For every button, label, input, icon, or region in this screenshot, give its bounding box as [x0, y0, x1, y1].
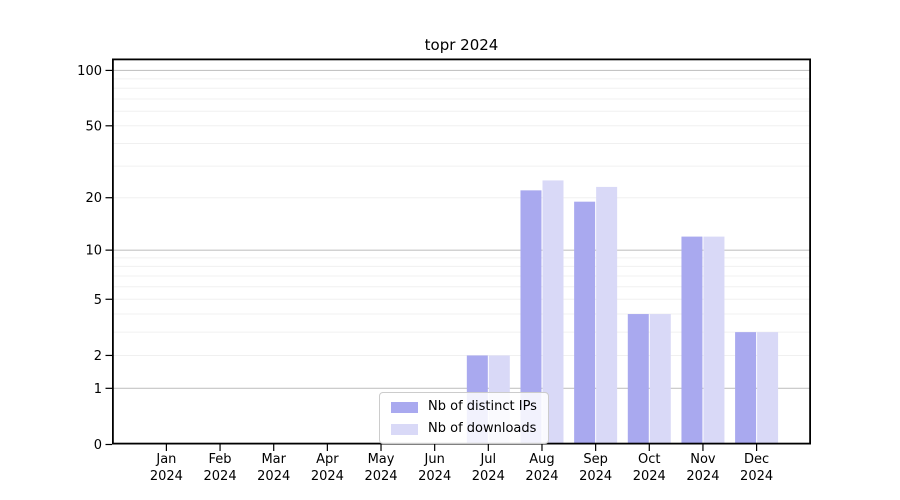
x-tick-label-year: 2024	[579, 469, 612, 484]
y-tick-label: 0	[94, 438, 102, 453]
bar-downloads	[596, 186, 618, 445]
x-tick-label-month: Jan	[155, 452, 176, 467]
x-tick-label-year: 2024	[633, 469, 666, 484]
x-tick-label-year: 2024	[364, 469, 397, 484]
bar-downloads	[703, 236, 725, 445]
bar-downloads	[542, 180, 564, 445]
x-tick-label-year: 2024	[686, 469, 719, 484]
x-tick-label-year: 2024	[204, 469, 237, 484]
bar-distinct-ips	[735, 332, 757, 445]
y-tick-label: 10	[85, 244, 102, 259]
x-tick-label-year: 2024	[150, 469, 183, 484]
bar-distinct-ips	[681, 236, 703, 445]
x-tick-label-month: Sep	[583, 452, 608, 467]
x-tick-label-month: May	[368, 452, 395, 467]
bar-downloads	[757, 332, 779, 445]
legend-label-distinct-ips: Nb of distinct IPs	[428, 399, 537, 414]
x-tick-label-month: Dec	[744, 452, 769, 467]
x-tick-label-year: 2024	[525, 469, 558, 484]
y-tick-label: 5	[94, 293, 102, 308]
x-tick-label-month: Mar	[261, 452, 286, 467]
x-tick-label-year: 2024	[257, 469, 290, 484]
y-tick-label: 100	[77, 64, 102, 79]
chart-title: topr 2024	[424, 36, 499, 54]
x-tick-label-month: Feb	[209, 452, 232, 467]
y-tick-label: 1	[94, 382, 102, 397]
legend-swatch-downloads-icon	[391, 423, 418, 435]
x-tick-label-month: Nov	[690, 452, 716, 467]
x-tick-label-month: Jul	[479, 452, 496, 467]
bar-distinct-ips	[627, 314, 649, 445]
x-tick-label-year: 2024	[418, 469, 451, 484]
x-tick-label-year: 2024	[472, 469, 505, 484]
bar-distinct-ips	[520, 190, 542, 445]
y-tick-label: 50	[85, 119, 102, 134]
bar-distinct-ips	[574, 201, 596, 445]
legend-item-downloads: Nb of downloads	[391, 421, 537, 437]
bar-downloads	[649, 314, 671, 445]
x-tick-label-month: Apr	[316, 452, 339, 467]
legend: Nb of distinct IPs Nb of downloads	[379, 392, 549, 444]
y-tick-label: 2	[94, 349, 102, 364]
legend-label-downloads: Nb of downloads	[428, 421, 537, 436]
x-tick-label-year: 2024	[740, 469, 773, 484]
x-tick-label-month: Oct	[638, 452, 660, 467]
x-tick-label-year: 2024	[311, 469, 344, 484]
x-tick-label-month: Aug	[529, 452, 554, 467]
legend-item-distinct-ips: Nb of distinct IPs	[391, 399, 537, 415]
y-tick-label: 20	[85, 191, 102, 206]
legend-swatch-distinct-ips-icon	[391, 401, 418, 413]
x-tick-label-month: Jun	[424, 452, 445, 467]
